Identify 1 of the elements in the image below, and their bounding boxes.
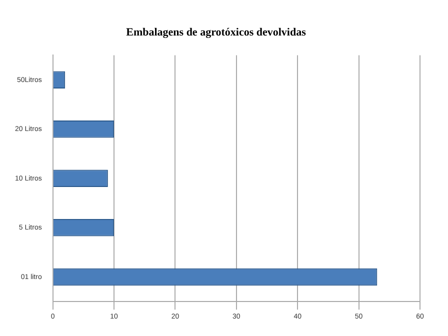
chart-title: Embalagens de agrotóxicos devolvidas	[126, 26, 307, 38]
